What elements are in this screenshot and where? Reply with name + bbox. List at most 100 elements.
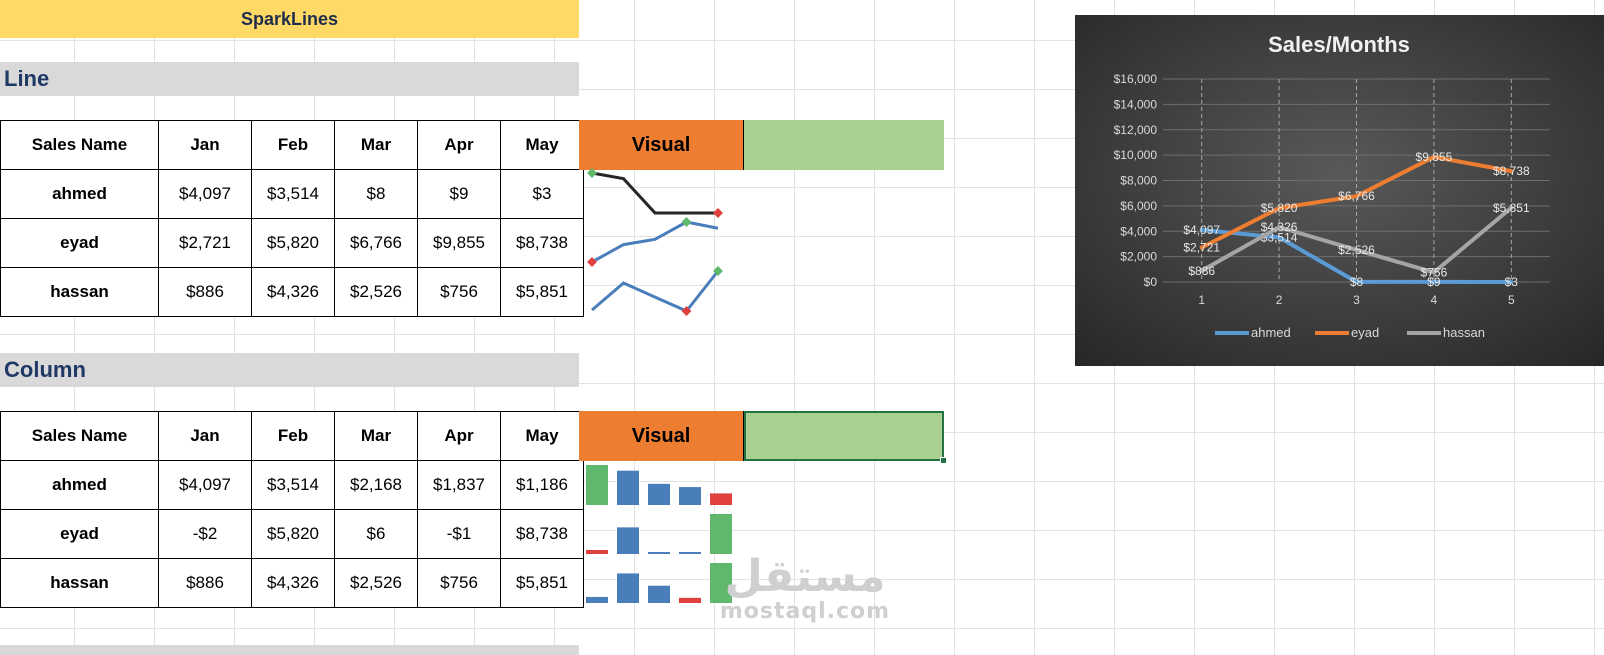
value-cell[interactable]: $2,526 — [334, 267, 418, 317]
visual-header-line[interactable]: Visual — [579, 120, 744, 170]
y-tick-label: $0 — [1144, 275, 1158, 289]
value-cell[interactable]: $886 — [158, 267, 252, 317]
header-cell[interactable]: Jan — [158, 120, 252, 170]
value-cell[interactable]: $9 — [417, 169, 501, 219]
header-cell[interactable]: Apr — [417, 120, 501, 170]
value-cell[interactable]: $4,097 — [158, 169, 252, 219]
header-cell[interactable]: Sales Name — [0, 120, 159, 170]
table-header-row: Sales Name Jan Feb Mar Apr May — [0, 411, 584, 461]
value-cell[interactable]: $6,766 — [334, 218, 418, 268]
fill-handle[interactable] — [940, 457, 947, 464]
y-tick-label: $16,000 — [1114, 72, 1158, 86]
data-label: $4,326 — [1261, 220, 1298, 234]
header-cell[interactable]: Apr — [417, 411, 501, 461]
value-cell[interactable]: $3,514 — [251, 169, 335, 219]
header-cell[interactable]: Jan — [158, 411, 252, 461]
sparkline-column-bar — [617, 470, 639, 505]
header-cell[interactable]: May — [500, 120, 584, 170]
header-cell[interactable]: May — [500, 411, 584, 461]
x-tick-label: 3 — [1353, 293, 1360, 307]
line-data-table: Sales Name Jan Feb Mar Apr May ahmed $4,… — [0, 120, 584, 317]
sales-line-chart[interactable]: Sales/Months $0 $2,000 $4,000 $6,000 $8,000 $… — [1075, 15, 1604, 366]
data-label: $3 — [1505, 275, 1519, 289]
sparkline-column-bar — [679, 487, 701, 505]
header-cell[interactable]: Sales Name — [0, 411, 159, 461]
sparkline-column-bar — [617, 573, 639, 603]
name-cell[interactable]: eyad — [0, 218, 159, 268]
data-label: $9 — [1427, 275, 1441, 289]
value-cell[interactable]: $756 — [417, 558, 501, 608]
header-cell[interactable]: Mar — [334, 411, 418, 461]
value-cell[interactable]: $886 — [158, 558, 252, 608]
name-cell[interactable]: hassan — [0, 267, 159, 317]
data-label: $8 — [1350, 275, 1364, 289]
value-cell[interactable]: $4,326 — [251, 267, 335, 317]
table-row: ahmed $4,097 $3,514 $2,168 $1,837 $1,186 — [0, 460, 584, 510]
value-cell[interactable]: $5,851 — [500, 558, 584, 608]
value-cell[interactable]: $2,526 — [334, 558, 418, 608]
sparkline-column-bar — [586, 596, 608, 603]
value-cell[interactable]: $2,168 — [334, 460, 418, 510]
column-data-table: Sales Name Jan Feb Mar Apr May ahmed $4,… — [0, 411, 584, 608]
value-cell[interactable]: $9,855 — [417, 218, 501, 268]
value-cell[interactable]: $3,514 — [251, 460, 335, 510]
value-cell[interactable]: $1,186 — [500, 460, 584, 510]
header-cell[interactable]: Feb — [251, 411, 335, 461]
x-tick-label: 4 — [1431, 293, 1438, 307]
value-cell[interactable]: -$2 — [158, 509, 252, 559]
value-cell[interactable]: $1,837 — [417, 460, 501, 510]
header-cell[interactable]: Mar — [334, 120, 418, 170]
y-tick-label: $2,000 — [1120, 250, 1157, 264]
value-cell[interactable]: $756 — [417, 267, 501, 317]
sparkline-column-bar — [617, 527, 639, 554]
sparkline-column-bar — [679, 552, 701, 554]
value-cell[interactable]: $5,851 — [500, 267, 584, 317]
value-cell[interactable]: $5,820 — [251, 218, 335, 268]
table-row: hassan $886 $4,326 $2,526 $756 $5,851 — [0, 267, 584, 317]
legend-label: ahmed — [1251, 325, 1291, 340]
table-row: ahmed $4,097 $3,514 $8 $9 $3 — [0, 169, 584, 219]
table-row: eyad $2,721 $5,820 $6,766 $9,855 $8,738 — [0, 218, 584, 268]
value-cell[interactable]: $8,738 — [500, 509, 584, 559]
value-cell[interactable]: $4,326 — [251, 558, 335, 608]
data-label: $9,855 — [1416, 150, 1453, 164]
sparkline-column-bar — [710, 563, 732, 603]
y-tick-label: $12,000 — [1114, 123, 1158, 137]
table-header-row: Sales Name Jan Feb Mar Apr May — [0, 120, 584, 170]
value-cell[interactable]: $8,738 — [500, 218, 584, 268]
name-cell[interactable]: ahmed — [0, 460, 159, 510]
value-cell[interactable]: $4,097 — [158, 460, 252, 510]
watermark-arabic: مستقل — [724, 551, 886, 602]
section-column-label: Column — [0, 353, 579, 387]
y-tick-label: $8,000 — [1120, 174, 1157, 188]
sparkline-column-bar — [648, 552, 670, 554]
chart-background — [1075, 15, 1604, 366]
line-sparklines[interactable] — [586, 168, 736, 318]
value-cell[interactable]: $6 — [334, 509, 418, 559]
green-cell-line[interactable] — [744, 120, 944, 170]
data-label: $5,851 — [1493, 201, 1530, 215]
value-cell[interactable]: $8 — [334, 169, 418, 219]
data-label: $6,766 — [1338, 189, 1375, 203]
section-line-label: Line — [0, 62, 579, 96]
series-line-eyad — [1199, 154, 1514, 250]
name-cell[interactable]: ahmed — [0, 169, 159, 219]
data-label: $8,738 — [1493, 164, 1530, 178]
data-label: $886 — [1188, 264, 1215, 278]
sparkline-column-bar — [710, 493, 732, 505]
sparkline-line — [591, 171, 719, 215]
visual-header-column[interactable]: Visual — [579, 411, 744, 461]
sparkline-column-bar — [648, 483, 670, 505]
header-cell[interactable]: Feb — [251, 120, 335, 170]
series-line-hassan — [1199, 205, 1514, 275]
y-tick-label: $4,000 — [1120, 224, 1157, 238]
column-sparklines[interactable] — [586, 461, 736, 611]
chart-title: Sales/Months — [1268, 32, 1410, 57]
name-cell[interactable]: hassan — [0, 558, 159, 608]
selected-cell[interactable] — [744, 411, 944, 461]
value-cell[interactable]: $3 — [500, 169, 584, 219]
value-cell[interactable]: $2,721 — [158, 218, 252, 268]
value-cell[interactable]: $5,820 — [251, 509, 335, 559]
value-cell[interactable]: -$1 — [417, 509, 501, 559]
name-cell[interactable]: eyad — [0, 509, 159, 559]
